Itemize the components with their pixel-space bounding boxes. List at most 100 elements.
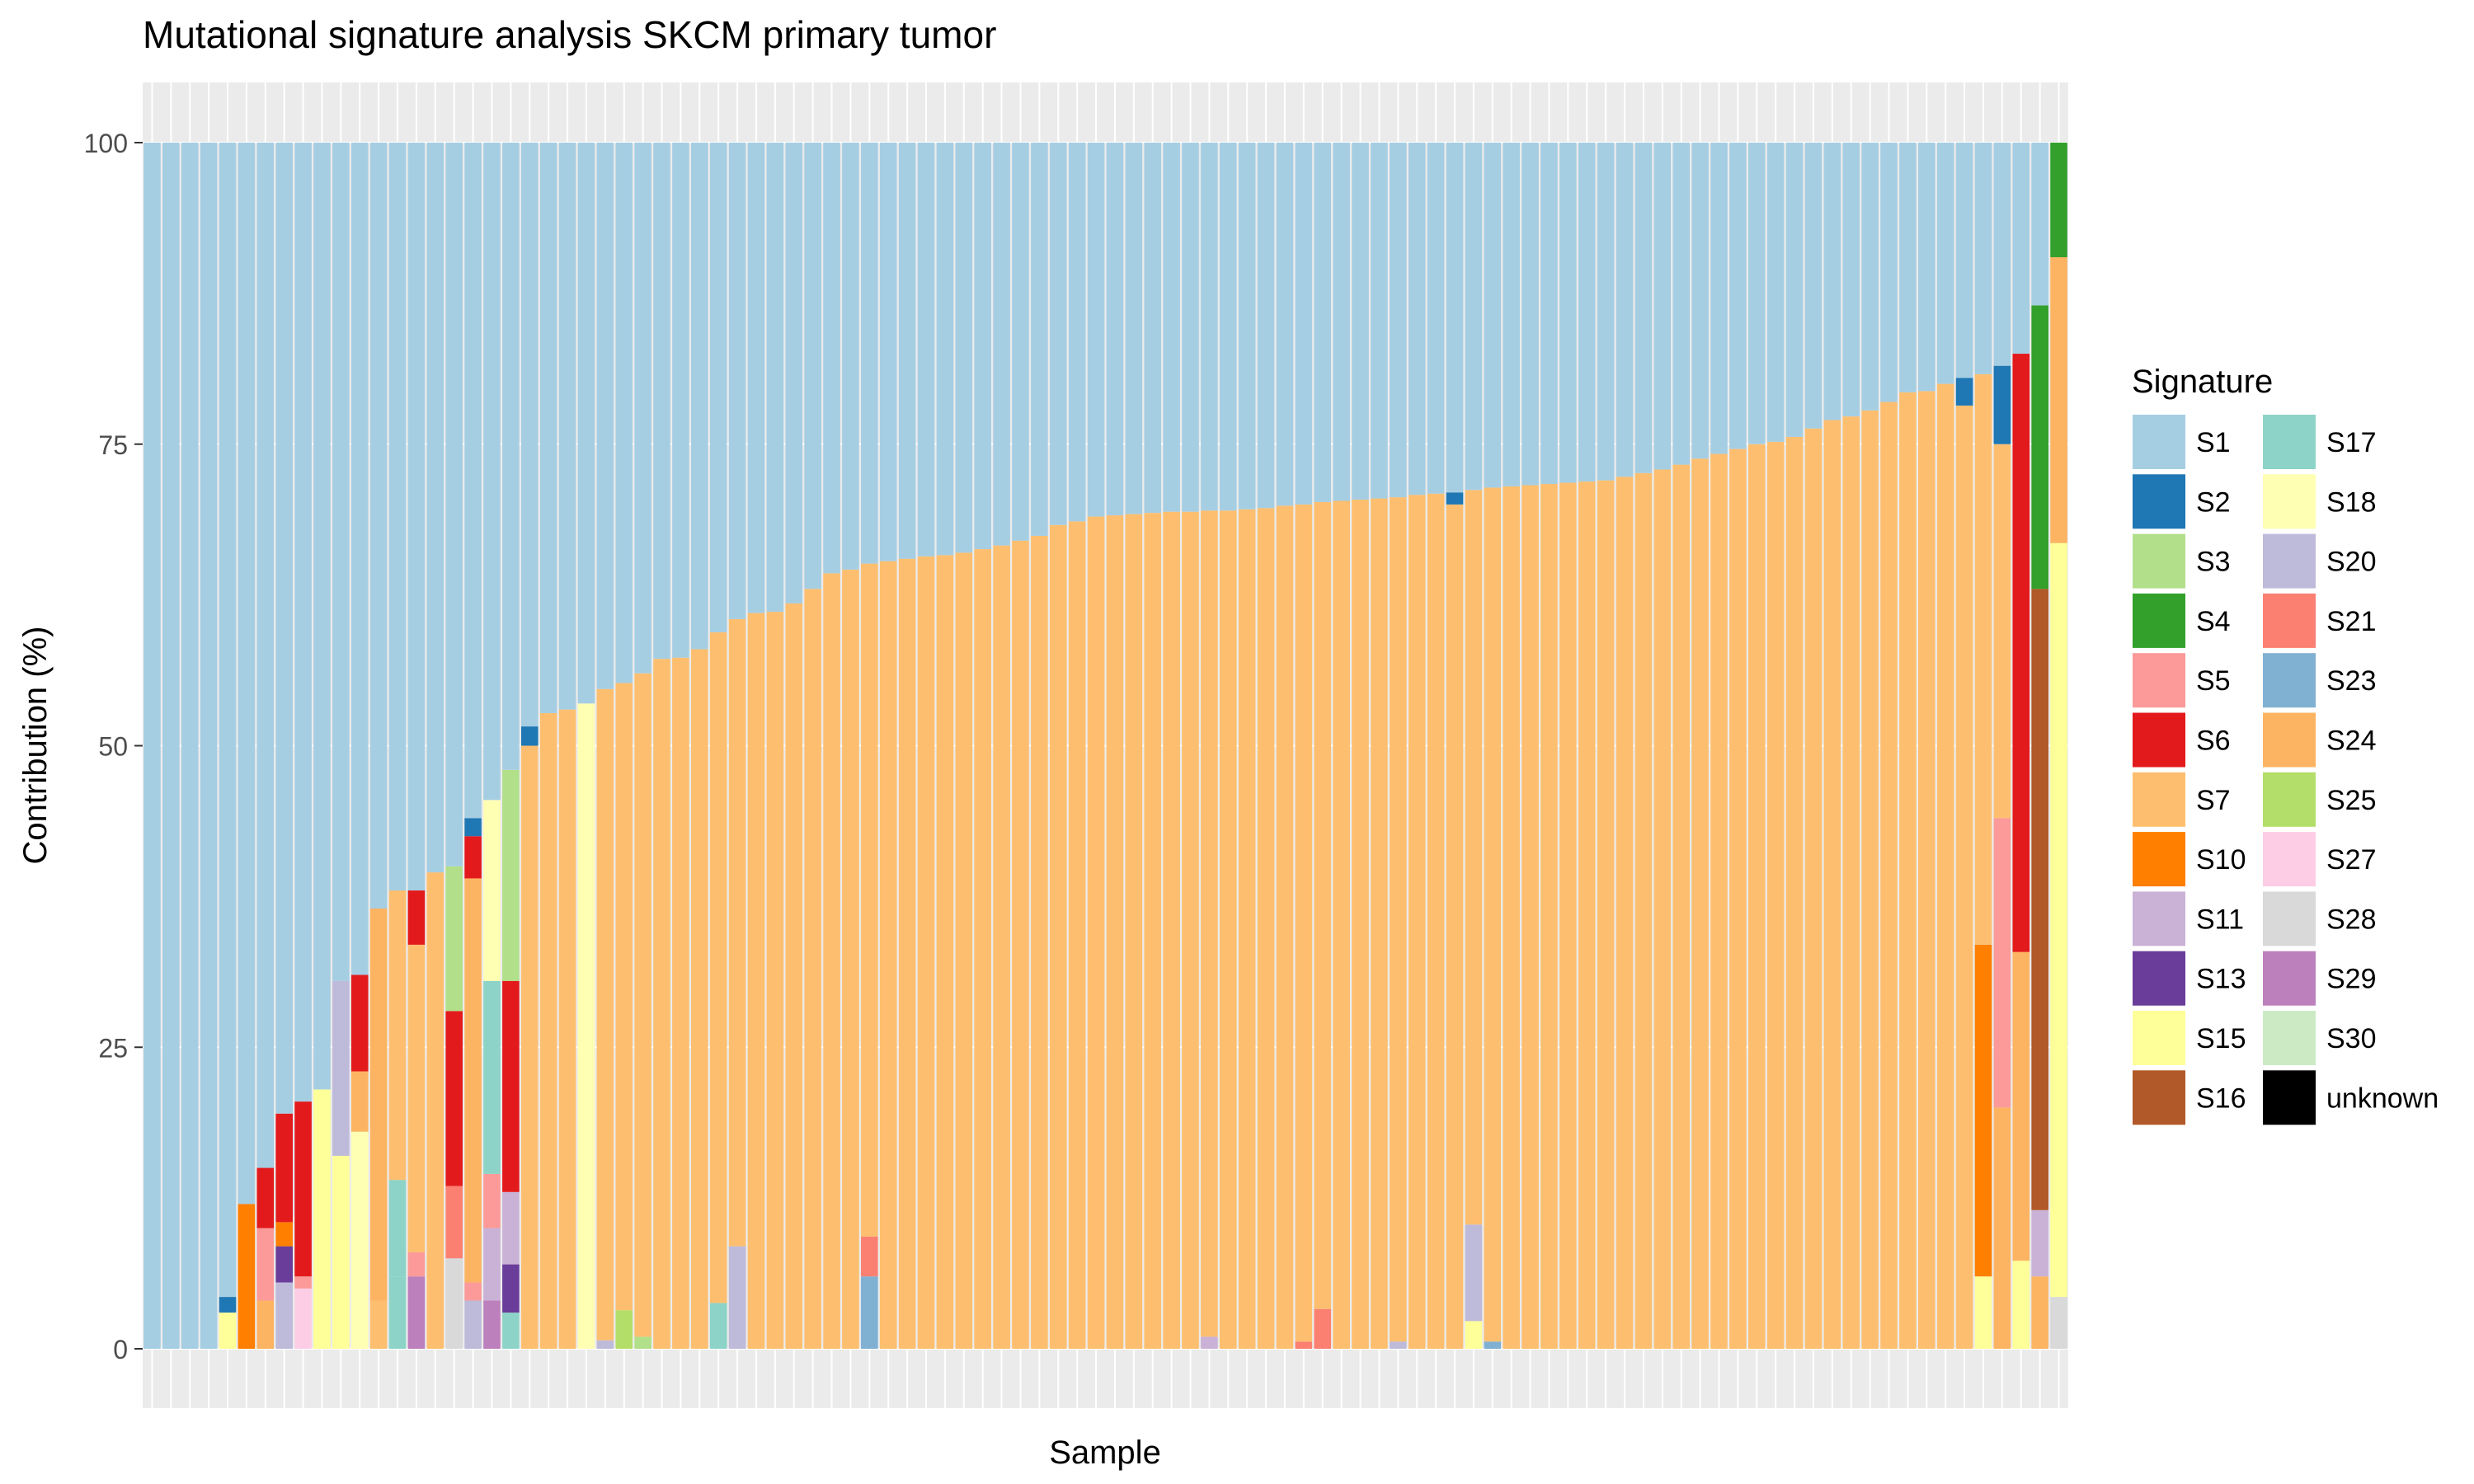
- bar-segment-s15: [332, 1155, 350, 1349]
- bar-segment-s1: [1049, 143, 1067, 525]
- bar-segment-s1: [842, 143, 859, 570]
- bar-segment-s24: [1993, 1107, 2011, 1349]
- bar-segment-s21: [445, 1186, 463, 1259]
- legend-label: S28: [2326, 904, 2377, 935]
- legend-label: S25: [2326, 785, 2377, 816]
- bar-segment-s1: [1766, 143, 1785, 442]
- bar-segment-s1: [143, 143, 161, 1349]
- bar-segment-s1: [350, 143, 369, 975]
- bar-segment-s1: [1295, 143, 1313, 505]
- legend-label: S7: [2196, 785, 2231, 816]
- bar-segment-s25: [615, 1310, 633, 1349]
- y-tick-label: 100: [84, 129, 128, 158]
- bar-segment-s1: [1446, 143, 1464, 493]
- bar-segment-s7: [1559, 482, 1577, 1349]
- bar-segment-s20: [596, 1340, 614, 1349]
- bar-segment-s1: [974, 143, 991, 550]
- legend-label: S6: [2196, 726, 2231, 757]
- bar-segment-s7: [426, 872, 444, 1349]
- bar-segment-s7: [1540, 484, 1558, 1349]
- bar-segment-s7: [1031, 535, 1048, 1349]
- legend-key: [2261, 472, 2317, 531]
- bar-segment-s1: [1880, 143, 1898, 402]
- sample-bar: [143, 143, 161, 1349]
- bar-segment-s7: [1106, 515, 1124, 1349]
- bar-segment-s7: [1125, 514, 1143, 1349]
- legend-item-unknown: unknown: [2261, 1068, 2439, 1127]
- bar-segment-s1: [558, 143, 576, 710]
- bar-segment-s1: [181, 143, 199, 1349]
- sample-bar: [1540, 143, 1558, 1349]
- legend-title: Signature: [2132, 364, 2273, 400]
- sample-bar: [1503, 143, 1520, 1350]
- bar-segment-s1: [464, 143, 482, 819]
- bar-segment-s7: [917, 556, 935, 1349]
- sample-bar: [1125, 143, 1143, 1349]
- bar-segment-s1: [162, 143, 180, 1349]
- sample-bar: [1220, 143, 1237, 1349]
- bar-segment-s7: [1427, 493, 1445, 1349]
- sample-bar: [1446, 143, 1464, 1349]
- bar-segment-s7: [1766, 441, 1785, 1349]
- bar-segment-s24: [350, 1071, 369, 1132]
- bar-segment-s7: [1578, 481, 1596, 1349]
- legend-item-s18: S18: [2261, 472, 2377, 531]
- bar-segment-s1: [502, 143, 520, 770]
- bar-segment-s4: [2050, 143, 2067, 257]
- legend-item-s1: S1: [2131, 413, 2231, 471]
- bar-segment-s1: [256, 143, 275, 1168]
- legend-label: S1: [2196, 427, 2231, 458]
- sample-bar: [577, 143, 595, 1349]
- bar-segment-s1: [691, 143, 708, 650]
- bar-segment-s1: [275, 143, 293, 1114]
- sample-bar: [898, 143, 916, 1349]
- bar-segment-s1: [898, 143, 916, 559]
- sample-bar: [672, 143, 689, 1349]
- legend-key: [2131, 413, 2187, 471]
- sample-bar: [1522, 143, 1539, 1349]
- legend-key: [2261, 1009, 2317, 1067]
- bar-segment-s1: [1974, 143, 1992, 374]
- legend-item-s30: S30: [2261, 1009, 2377, 1067]
- sample-bar: [1163, 143, 1180, 1349]
- bar-segment-s7: [1333, 500, 1350, 1349]
- sample-bar: [1427, 143, 1445, 1349]
- legend-label: S20: [2326, 547, 2377, 578]
- sample-bar: [369, 143, 388, 1349]
- bar-segment-s1: [1163, 143, 1180, 512]
- legend-label: S11: [2196, 904, 2244, 935]
- bar-segment-s7: [747, 613, 765, 1349]
- bar-segment-s5: [464, 1282, 482, 1301]
- sample-bar: [350, 143, 369, 1349]
- bar-segment-s11: [2031, 1209, 2048, 1277]
- sample-bar: [861, 143, 878, 1349]
- sample-bar: [1766, 143, 1785, 1349]
- bar-segment-s3: [634, 1336, 651, 1349]
- bar-segment-s7: [1804, 428, 1823, 1349]
- bar-segment-s11: [483, 1228, 501, 1301]
- bar-segment-s1: [388, 143, 407, 891]
- legend-key: [2131, 1068, 2187, 1127]
- bar-segment-s7: [936, 555, 954, 1349]
- legend-label: S23: [2326, 665, 2377, 697]
- bar-segment-s1: [520, 143, 539, 727]
- legend-key: [2131, 949, 2187, 1007]
- bar-segment-s28: [2050, 1297, 2067, 1349]
- legend-item-s4: S4: [2131, 591, 2231, 650]
- legend-label: S21: [2326, 606, 2377, 637]
- bar-segment-s1: [294, 143, 312, 1102]
- bar-segment-s1: [1747, 143, 1766, 444]
- bar-segment-s7: [369, 1300, 388, 1349]
- bar-segment-s7: [1390, 497, 1407, 1342]
- sample-bar: [1842, 143, 1860, 1350]
- legend-key: [2261, 770, 2317, 829]
- sample-bar: [1333, 143, 1350, 1349]
- legend-item-s11: S11: [2131, 890, 2244, 948]
- legend-label: S15: [2196, 1023, 2246, 1054]
- bar-segment-s29: [483, 1300, 501, 1349]
- bar-segment-s1: [1729, 143, 1747, 449]
- bar-segment-s7: [1842, 416, 1860, 1350]
- sample-bar: [1371, 143, 1388, 1349]
- legend-label: unknown: [2326, 1082, 2439, 1114]
- sample-bar: [332, 143, 350, 1349]
